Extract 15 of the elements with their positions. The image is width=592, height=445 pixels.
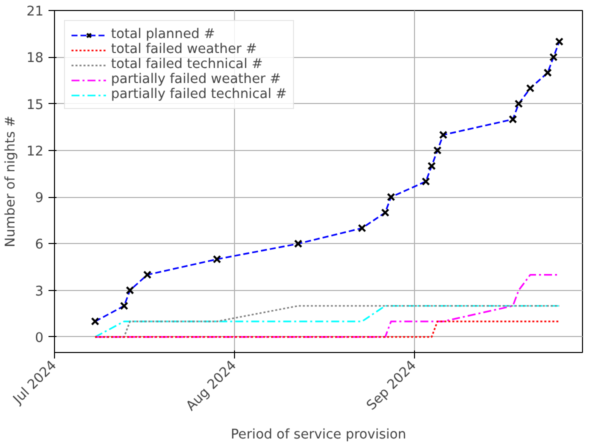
legend-label: total failed technical # (111, 57, 263, 72)
y-tick-label: 21 (26, 4, 44, 20)
y-tick-label: 6 (35, 238, 44, 253)
y-tick-label: 0 (35, 330, 44, 346)
y-tick-label: 18 (26, 51, 44, 66)
y-axis-title: Number of nights # (4, 116, 19, 248)
y-tick-label: 9 (35, 191, 44, 206)
legend-label: partially failed weather # (111, 72, 281, 87)
y-tick-label: 15 (26, 98, 44, 113)
legend-label: partially failed technical # (111, 87, 287, 102)
legend-label: total failed weather # (111, 42, 257, 57)
x-axis-title: Period of service provision (230, 427, 406, 442)
y-tick-label: 3 (35, 284, 44, 300)
legend-label: total planned # (111, 27, 216, 42)
y-tick-label: 12 (26, 144, 44, 160)
